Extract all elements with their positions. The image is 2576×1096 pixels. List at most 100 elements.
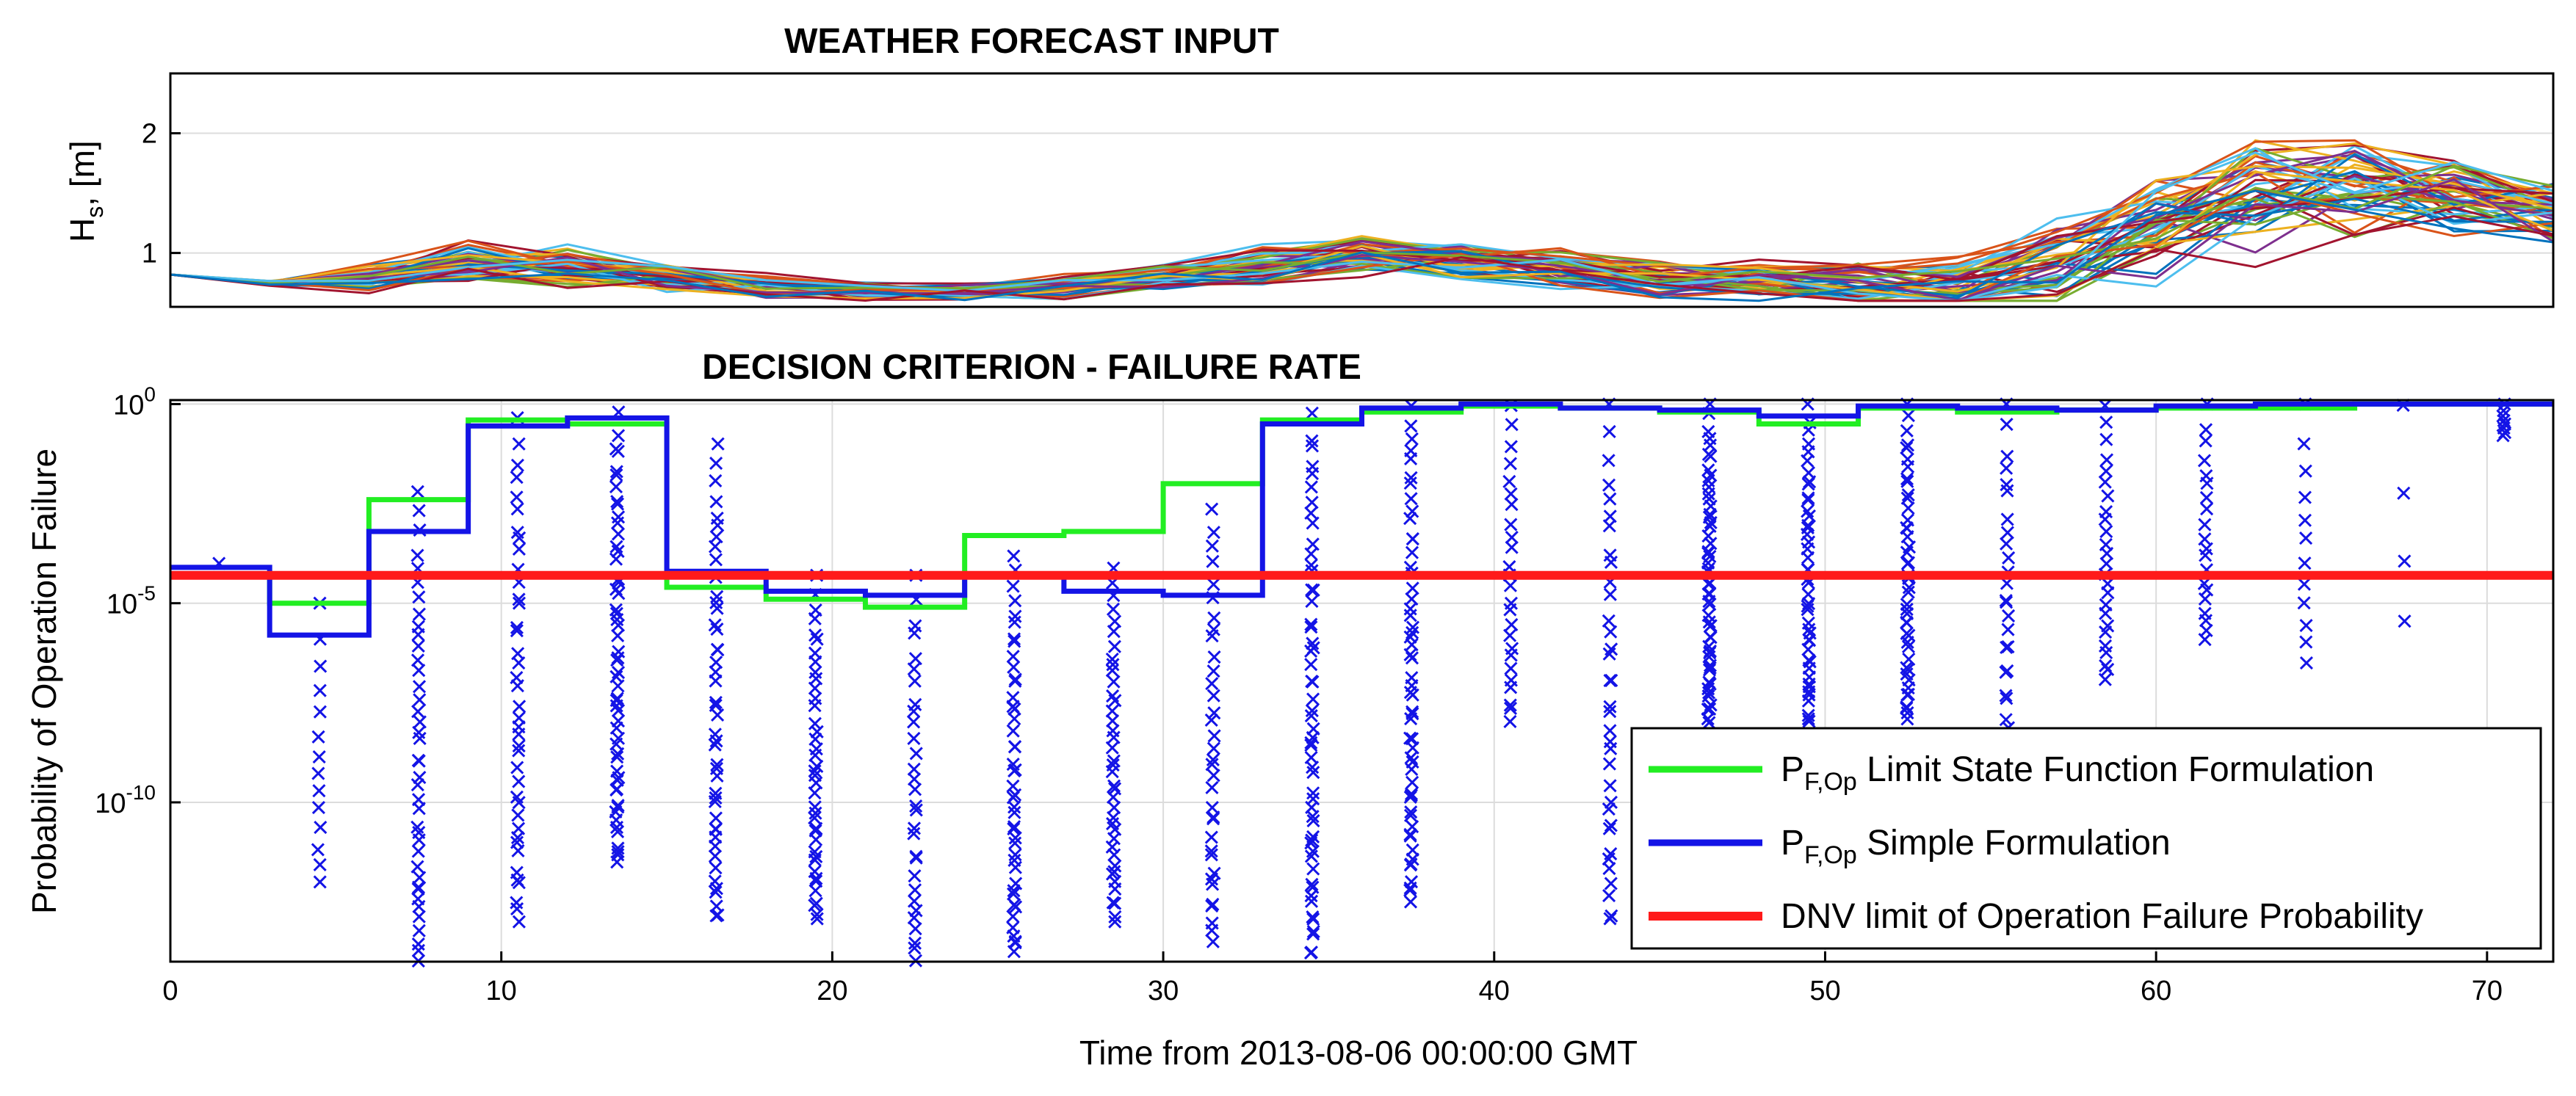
legend-label-green: PF,Op Limit State Function Formulation <box>1781 750 2374 796</box>
scatter-point <box>311 843 325 857</box>
scatter-point <box>1403 731 1417 745</box>
scatter-point <box>1900 712 1914 726</box>
scatter-point <box>2098 475 2112 489</box>
scatter-point <box>1204 872 1219 886</box>
scatter-point <box>2002 609 2016 623</box>
scatter-point <box>610 495 624 509</box>
scatter-point <box>1603 779 1617 793</box>
scatter-point <box>1206 554 1220 568</box>
scatter-point <box>1503 603 1517 617</box>
scatter-point <box>708 540 723 554</box>
scatter-point <box>710 758 724 772</box>
scatter-point <box>512 592 526 606</box>
scatter-point <box>1404 751 1418 765</box>
legend-label-blue: PF,Op Simple Formulation <box>1781 824 2171 869</box>
scatter-point <box>2000 512 2014 526</box>
scatter-point <box>1504 661 1518 675</box>
scatter-point <box>1007 634 1021 648</box>
scatter-point <box>1503 701 1518 715</box>
scatter-point <box>1702 716 1716 730</box>
scatter-point <box>412 899 426 914</box>
scatter-point <box>513 531 527 545</box>
scatter-point <box>512 915 526 929</box>
scatter-point <box>2000 461 2014 475</box>
scatter-point <box>908 941 922 955</box>
scatter-point <box>410 485 424 498</box>
scatter-point <box>1901 460 1915 473</box>
scatter-point <box>412 680 427 694</box>
scatter-point <box>2199 434 2213 448</box>
scatter-point <box>2298 490 2312 504</box>
scatter-point <box>808 716 822 730</box>
scatter-point <box>1405 432 1419 446</box>
scatter-point <box>709 882 723 896</box>
scatter-point <box>611 618 626 632</box>
scatter-point <box>1008 674 1022 688</box>
scatter-point <box>1404 492 1418 506</box>
scatter-point <box>908 922 922 936</box>
scatter-point <box>709 674 723 688</box>
scatter-point <box>808 764 822 778</box>
scatter-point <box>1602 454 1616 468</box>
scatter-point <box>510 624 524 638</box>
scatter-point <box>808 811 822 825</box>
scatter-point <box>711 708 725 722</box>
scatter-point <box>412 664 426 678</box>
scatter-point <box>808 699 822 713</box>
scatter-point <box>2299 531 2313 545</box>
scatter-point <box>1504 681 1518 694</box>
scatter-point <box>1108 694 1122 708</box>
scatter-point <box>810 912 824 926</box>
scatter-point <box>1900 701 1914 715</box>
scatter-point <box>1105 652 1119 667</box>
scatter-point <box>909 799 923 813</box>
scatter-point <box>1701 487 1715 501</box>
scatter-point <box>908 869 922 883</box>
scatter-point <box>2000 418 2014 432</box>
scatter-point <box>909 803 923 817</box>
scatter-point <box>2397 486 2411 500</box>
scatter-point <box>908 652 922 666</box>
scatter-point <box>1107 848 1121 862</box>
scatter-point <box>1801 491 1815 505</box>
scatter-point <box>2297 596 2311 610</box>
scatter-point <box>1603 587 1617 601</box>
scatter-point <box>1403 512 1417 526</box>
scatter-point <box>2099 645 2113 660</box>
failure-xtick-label: 10 <box>486 976 517 1006</box>
scatter-point <box>410 777 424 792</box>
scatter-point <box>710 769 724 783</box>
weather-series-group <box>170 139 2554 302</box>
scatter-point <box>2099 432 2113 446</box>
scatter-point <box>907 662 921 676</box>
scatter-point <box>1204 848 1218 862</box>
scatter-point <box>1405 545 1419 559</box>
scatter-point <box>1900 556 1914 570</box>
scatter-point <box>1204 844 1218 858</box>
scatter-point <box>1303 946 1318 960</box>
scatter-point <box>1701 529 1715 543</box>
scatter-point <box>1604 673 1618 688</box>
scatter-point <box>511 808 525 822</box>
scatter-point <box>1107 675 1121 689</box>
scatter-point <box>2198 633 2212 647</box>
scatter-point <box>1306 675 1320 689</box>
scatter-point <box>411 943 425 957</box>
ensemble-member-line <box>170 177 2554 302</box>
scatter-point <box>1703 658 1718 672</box>
scatter-point <box>510 471 524 485</box>
scatter-point <box>312 750 326 764</box>
scatter-point <box>609 468 623 482</box>
ytick-base: 10 <box>106 589 137 620</box>
scatter-point <box>1504 487 1518 501</box>
scatter-point <box>1702 615 1716 629</box>
scatter-point <box>1901 488 1915 502</box>
scatter-point <box>1704 537 1718 551</box>
scatter-point <box>1305 496 1319 509</box>
scatter-point <box>709 495 723 509</box>
scatter-point <box>1602 519 1616 533</box>
scatter-point <box>1107 779 1121 793</box>
scatter-point <box>512 542 526 556</box>
scatter-point <box>1105 664 1119 678</box>
scatter-point <box>313 875 327 889</box>
